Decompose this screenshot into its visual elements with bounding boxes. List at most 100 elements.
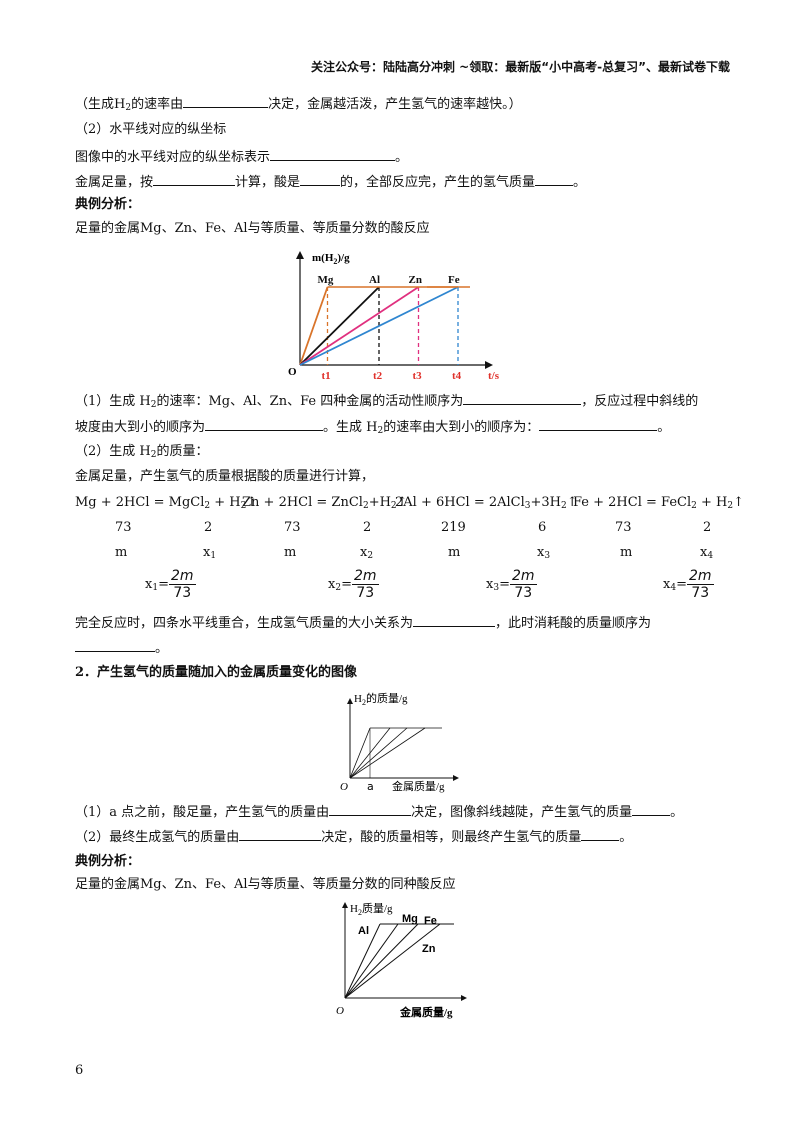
mass-value: 2 (363, 520, 372, 535)
text: （1）a 点之前，酸足量，产生氢气的质量由 (75, 805, 330, 820)
subscript: 2 (367, 551, 374, 561)
fraction-x4: x4= 2m 73 (663, 568, 714, 601)
text-line: 坡度由大到小的顺序为 。生成 H2的速率由大到小的顺序为： 。 (75, 418, 670, 440)
x-axis-label: t/s (488, 370, 500, 382)
text: 的速率由大到小的顺序为： (383, 420, 540, 435)
series-label-zn: Zn (409, 274, 422, 286)
text: 坡度由大到小的顺序为 (75, 420, 206, 435)
fraction: 2m 73 (168, 568, 196, 601)
text: （1）生成 H (75, 394, 151, 409)
eq-text: 2Al + 6HCl = 2AlCl (395, 495, 525, 510)
slope-line (349, 727, 408, 779)
equation-al: 2Al + 6HCl = 2AlCl3+3H2↑ (395, 494, 578, 515)
blank-line[interactable] (581, 828, 620, 841)
denominator: 73 (356, 585, 375, 601)
subscript: 2 (561, 501, 567, 511)
numerator: 2m (509, 568, 537, 585)
text-line: （1）生成 H2的速率：Mg、Al、Zn、Fe 四种金属的活动性顺序为 ，反应过程… (75, 392, 698, 414)
subscript: 2 (204, 501, 211, 511)
blank-line[interactable] (329, 803, 412, 816)
blank-line[interactable] (75, 639, 155, 652)
subscript: 2 (150, 400, 157, 410)
text: （2）生成 H (75, 444, 151, 459)
chart-2: H2的质量/g O a 金属质量/g (340, 691, 459, 793)
mass-value: 2 (204, 520, 213, 535)
subscript: 3 (493, 583, 500, 593)
series-line-zn (299, 286, 419, 366)
numerator: 2m (168, 568, 196, 585)
zn-label: Zn (422, 943, 436, 955)
x-label: x2 (360, 544, 373, 565)
eq-text: Mg + 2HCl = MgCl (75, 495, 205, 510)
text: 的，全部反应完，产生的氢气质量 (340, 175, 536, 190)
y-axis-arrow (296, 251, 304, 259)
text: = (158, 577, 169, 592)
text: x (700, 545, 708, 560)
mass-value: 73 (115, 520, 132, 535)
blank-line[interactable] (539, 418, 658, 431)
subscript: 2 (390, 501, 397, 511)
blank-line[interactable] (535, 173, 574, 186)
blank-line[interactable] (463, 392, 582, 405)
subscript: 2 (335, 583, 342, 593)
text: 金属足量，按 (75, 175, 154, 190)
fraction: 2m 73 (509, 568, 537, 601)
text: x (360, 545, 368, 560)
mass-label: m (448, 545, 461, 560)
slope-line (349, 727, 426, 779)
text: 。 (573, 175, 587, 190)
fraction-x1: x1= 2m 73 (145, 568, 196, 601)
text: 。 (395, 150, 409, 165)
subscript: 2 (377, 426, 384, 436)
blank-line[interactable] (413, 614, 496, 627)
denominator: 73 (691, 585, 710, 601)
blank-line[interactable] (270, 148, 396, 161)
text: x (486, 577, 494, 592)
tick-label-t1: t1 (322, 370, 331, 382)
text: = (499, 577, 510, 592)
text-line: （2）最终生成氢气的质量由 决定，酸的质量相等，则最终产生氢气的质量 。 (75, 828, 632, 847)
point-a-label: a (367, 780, 374, 793)
text-line: （2）生成 H2的质量： (75, 443, 209, 464)
blank-line[interactable] (153, 173, 236, 186)
text: x (203, 545, 211, 560)
text: x (145, 577, 153, 592)
subscript: 2 (125, 103, 132, 113)
subscript: 2 (362, 501, 369, 511)
text: （2）最终生成氢气的质量由 (75, 830, 240, 845)
text: （生成H (75, 97, 126, 112)
text: 计算，酸是 (235, 175, 301, 190)
mass-value: 73 (284, 520, 301, 535)
x-label: x1 (203, 544, 216, 565)
blank-line[interactable] (300, 173, 341, 186)
text-line: （1）a 点之前，酸足量，产生氢气的质量由 决定，图像斜线越陡，产生氢气的质量 。 (75, 803, 683, 822)
eq-text: ↑ (733, 495, 745, 510)
tick-label-t3: t3 (413, 370, 423, 382)
mass-value: 219 (441, 520, 466, 535)
blank-line[interactable] (239, 828, 322, 841)
text: 图像中的水平线对应的纵坐标表示 (75, 150, 271, 165)
blank-line[interactable] (632, 803, 671, 816)
text-line: 。 (75, 639, 168, 658)
eq-text: Fe + 2HCl = FeCl (573, 495, 692, 510)
text: = (676, 577, 687, 592)
eq-text: +3H (530, 495, 562, 510)
mass-label: m (620, 545, 633, 560)
tick-label-t4: t4 (452, 370, 462, 382)
section-heading: 典例分析： (75, 854, 141, 869)
blank-line[interactable] (205, 418, 324, 431)
subscript: 2 (691, 501, 697, 511)
numerator: 2m (351, 568, 379, 585)
eq-text: +H (368, 495, 391, 510)
blank-line[interactable] (183, 95, 269, 108)
slope-line (349, 727, 391, 779)
x-axis-arrow (453, 775, 459, 781)
fe-line (344, 923, 419, 999)
text-line: （生成H2的速率由 决定，金属越活泼，产生氢气的速率越快。） (75, 95, 522, 117)
text-line: （2）水平线对应的纵坐标 (75, 122, 227, 137)
text-line: 足量的金属Mg、Zn、Fe、Al与等质量、等质量分数的酸反应 (75, 221, 430, 236)
mass-label: m (284, 545, 297, 560)
page-header: 关注公众号：陆陆高分冲刺 ~领取：最新版“小中高考-总复习”、最新试卷下载 (311, 60, 730, 74)
x-axis-arrow (485, 361, 493, 369)
eq-text: Zn + 2HCl = ZnCl (242, 495, 363, 510)
